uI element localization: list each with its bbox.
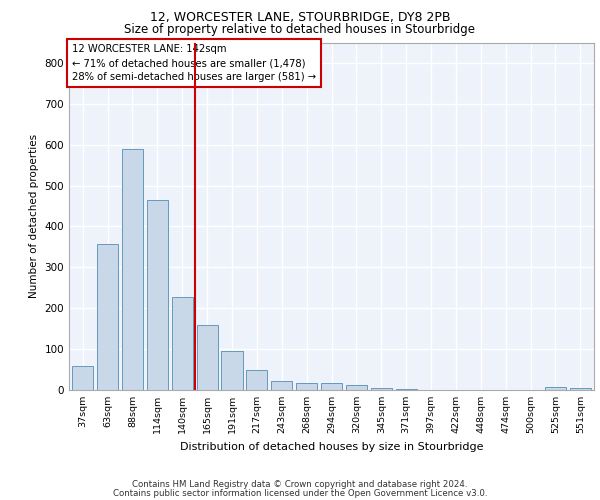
Text: 12, WORCESTER LANE, STOURBRIDGE, DY8 2PB: 12, WORCESTER LANE, STOURBRIDGE, DY8 2PB (150, 11, 450, 24)
Bar (197, 326, 218, 390)
Text: Size of property relative to detached houses in Stourbridge: Size of property relative to detached ho… (125, 22, 476, 36)
Text: 12 WORCESTER LANE: 142sqm
← 71% of detached houses are smaller (1,478)
28% of se: 12 WORCESTER LANE: 142sqm ← 71% of detac… (71, 44, 316, 82)
Bar (371, 388, 392, 390)
Bar (72, 366, 93, 390)
Bar (122, 149, 143, 390)
Bar (246, 370, 268, 390)
Bar (395, 389, 417, 390)
Bar (346, 384, 367, 390)
Bar (147, 200, 168, 390)
Y-axis label: Number of detached properties: Number of detached properties (29, 134, 39, 298)
Bar (296, 382, 317, 390)
Bar (271, 381, 292, 390)
Text: Contains HM Land Registry data © Crown copyright and database right 2024.: Contains HM Land Registry data © Crown c… (132, 480, 468, 489)
Text: Contains public sector information licensed under the Open Government Licence v3: Contains public sector information licen… (113, 488, 487, 498)
Bar (321, 383, 342, 390)
Bar (221, 351, 242, 390)
Bar (545, 386, 566, 390)
X-axis label: Distribution of detached houses by size in Stourbridge: Distribution of detached houses by size … (180, 442, 483, 452)
Bar (172, 297, 193, 390)
Bar (97, 244, 118, 390)
Bar (570, 388, 591, 390)
